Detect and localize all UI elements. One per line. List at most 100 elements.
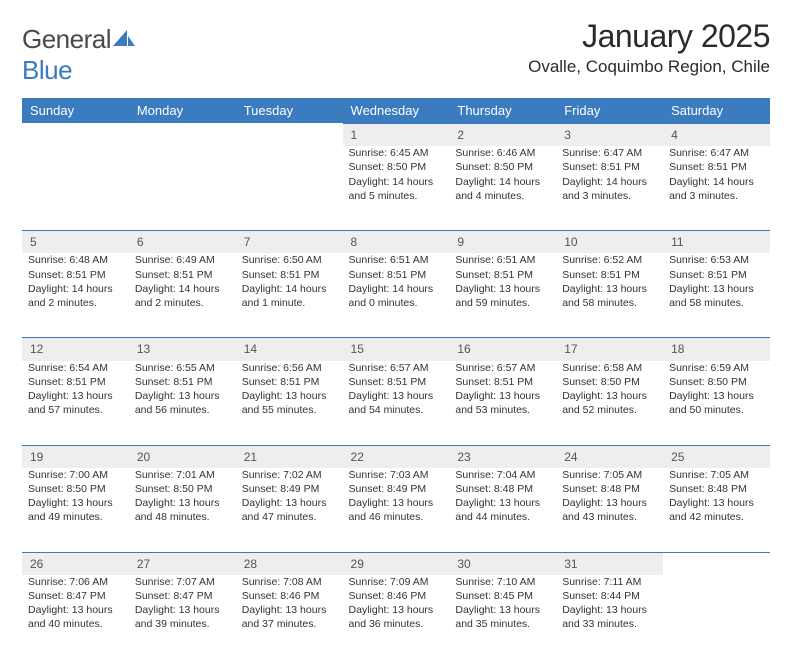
daylight-text: Daylight: 13 hours and 33 minutes. bbox=[562, 603, 657, 631]
calendar-cell: Sunrise: 7:05 AMSunset: 8:48 PMDaylight:… bbox=[556, 468, 663, 552]
sunset-text: Sunset: 8:51 PM bbox=[562, 160, 657, 174]
sunset-text: Sunset: 8:46 PM bbox=[349, 589, 444, 603]
sunset-text: Sunset: 8:47 PM bbox=[135, 589, 230, 603]
day-number: 26 bbox=[22, 552, 129, 575]
day-number: 2 bbox=[449, 123, 556, 146]
sunset-text: Sunset: 8:50 PM bbox=[562, 375, 657, 389]
sunrise-text: Sunrise: 7:05 AM bbox=[669, 468, 764, 482]
daylight-text: Daylight: 13 hours and 53 minutes. bbox=[455, 389, 550, 417]
calendar-cell-blank bbox=[22, 123, 129, 146]
calendar-cell: Sunrise: 6:57 AMSunset: 8:51 PMDaylight:… bbox=[449, 361, 556, 445]
daylight-text: Daylight: 14 hours and 4 minutes. bbox=[455, 175, 550, 203]
day-number: 30 bbox=[449, 552, 556, 575]
calendar-cell: Sunrise: 6:51 AMSunset: 8:51 PMDaylight:… bbox=[343, 253, 450, 337]
calendar-cell-header: 15 bbox=[343, 337, 450, 360]
sunrise-text: Sunrise: 7:05 AM bbox=[562, 468, 657, 482]
calendar-cell-header: 25 bbox=[663, 445, 770, 468]
calendar-cell: Sunrise: 7:01 AMSunset: 8:50 PMDaylight:… bbox=[129, 468, 236, 552]
sunset-text: Sunset: 8:51 PM bbox=[28, 268, 123, 282]
page-title: January 2025 bbox=[528, 18, 770, 55]
location-subtitle: Ovalle, Coquimbo Region, Chile bbox=[528, 57, 770, 77]
calendar-cell-header: 20 bbox=[129, 445, 236, 468]
calendar-cell-header: 3 bbox=[556, 123, 663, 146]
daylight-text: Daylight: 13 hours and 42 minutes. bbox=[669, 496, 764, 524]
day-number: 3 bbox=[556, 123, 663, 146]
title-block: January 2025 Ovalle, Coquimbo Region, Ch… bbox=[528, 18, 770, 77]
calendar-cell-header: 27 bbox=[129, 552, 236, 575]
calendar-cell-header: 31 bbox=[556, 552, 663, 575]
sunrise-text: Sunrise: 6:53 AM bbox=[669, 253, 764, 267]
day-number: 13 bbox=[129, 337, 236, 360]
logo-word-2: Blue bbox=[22, 55, 72, 85]
day-number: 28 bbox=[236, 552, 343, 575]
sunrise-text: Sunrise: 6:47 AM bbox=[562, 146, 657, 160]
sunset-text: Sunset: 8:48 PM bbox=[562, 482, 657, 496]
calendar-cell-header: 5 bbox=[22, 230, 129, 253]
sunset-text: Sunset: 8:46 PM bbox=[242, 589, 337, 603]
calendar-cell-header: 8 bbox=[343, 230, 450, 253]
calendar-cell: Sunrise: 7:00 AMSunset: 8:50 PMDaylight:… bbox=[22, 468, 129, 552]
calendar-cell-header: 28 bbox=[236, 552, 343, 575]
sunset-text: Sunset: 8:51 PM bbox=[669, 268, 764, 282]
daylight-text: Daylight: 13 hours and 48 minutes. bbox=[135, 496, 230, 524]
sunrise-text: Sunrise: 7:11 AM bbox=[562, 575, 657, 589]
calendar-cell: Sunrise: 7:11 AMSunset: 8:44 PMDaylight:… bbox=[556, 575, 663, 659]
day-number: 15 bbox=[343, 337, 450, 360]
daylight-text: Daylight: 13 hours and 58 minutes. bbox=[669, 282, 764, 310]
sunrise-text: Sunrise: 7:09 AM bbox=[349, 575, 444, 589]
sunrise-text: Sunrise: 7:01 AM bbox=[135, 468, 230, 482]
sunrise-text: Sunrise: 7:07 AM bbox=[135, 575, 230, 589]
calendar-table: SundayMondayTuesdayWednesdayThursdayFrid… bbox=[22, 98, 770, 659]
daylight-text: Daylight: 14 hours and 2 minutes. bbox=[135, 282, 230, 310]
sunset-text: Sunset: 8:50 PM bbox=[28, 482, 123, 496]
calendar-cell: Sunrise: 7:02 AMSunset: 8:49 PMDaylight:… bbox=[236, 468, 343, 552]
calendar-content-row: Sunrise: 6:48 AMSunset: 8:51 PMDaylight:… bbox=[22, 253, 770, 337]
calendar-cell-header: 24 bbox=[556, 445, 663, 468]
daylight-text: Daylight: 13 hours and 57 minutes. bbox=[28, 389, 123, 417]
daylight-text: Daylight: 13 hours and 56 minutes. bbox=[135, 389, 230, 417]
daylight-text: Daylight: 14 hours and 0 minutes. bbox=[349, 282, 444, 310]
daylight-text: Daylight: 13 hours and 47 minutes. bbox=[242, 496, 337, 524]
calendar-cell-header: 10 bbox=[556, 230, 663, 253]
day-number: 5 bbox=[22, 230, 129, 253]
sunrise-text: Sunrise: 6:52 AM bbox=[562, 253, 657, 267]
day-number-row: 19202122232425 bbox=[22, 445, 770, 468]
calendar-cell-header: 16 bbox=[449, 337, 556, 360]
sunset-text: Sunset: 8:51 PM bbox=[349, 375, 444, 389]
sunrise-text: Sunrise: 6:45 AM bbox=[349, 146, 444, 160]
calendar-cell: Sunrise: 6:49 AMSunset: 8:51 PMDaylight:… bbox=[129, 253, 236, 337]
sunset-text: Sunset: 8:51 PM bbox=[135, 375, 230, 389]
daylight-text: Daylight: 13 hours and 37 minutes. bbox=[242, 603, 337, 631]
sunset-text: Sunset: 8:51 PM bbox=[349, 268, 444, 282]
weekday-header: Saturday bbox=[663, 98, 770, 123]
calendar-cell: Sunrise: 6:47 AMSunset: 8:51 PMDaylight:… bbox=[556, 146, 663, 230]
calendar-cell: Sunrise: 6:54 AMSunset: 8:51 PMDaylight:… bbox=[22, 361, 129, 445]
day-number-row: 1234 bbox=[22, 123, 770, 146]
calendar-cell-header: 14 bbox=[236, 337, 343, 360]
calendar-cell: Sunrise: 6:58 AMSunset: 8:50 PMDaylight:… bbox=[556, 361, 663, 445]
calendar-cell-header: 26 bbox=[22, 552, 129, 575]
day-number: 25 bbox=[663, 445, 770, 468]
calendar-cell: Sunrise: 7:03 AMSunset: 8:49 PMDaylight:… bbox=[343, 468, 450, 552]
sunrise-text: Sunrise: 6:59 AM bbox=[669, 361, 764, 375]
sunrise-text: Sunrise: 7:08 AM bbox=[242, 575, 337, 589]
calendar-cell-blank bbox=[236, 123, 343, 146]
sunset-text: Sunset: 8:51 PM bbox=[455, 375, 550, 389]
calendar-cell-header: 1 bbox=[343, 123, 450, 146]
logo-word-1: General bbox=[22, 24, 111, 54]
day-number: 22 bbox=[343, 445, 450, 468]
weekday-header: Monday bbox=[129, 98, 236, 123]
day-number: 8 bbox=[343, 230, 450, 253]
day-number: 23 bbox=[449, 445, 556, 468]
sunset-text: Sunset: 8:51 PM bbox=[455, 268, 550, 282]
daylight-text: Daylight: 13 hours and 46 minutes. bbox=[349, 496, 444, 524]
sunset-text: Sunset: 8:50 PM bbox=[669, 375, 764, 389]
logo-text: General Blue bbox=[22, 24, 135, 86]
calendar-cell-header: 22 bbox=[343, 445, 450, 468]
day-number: 10 bbox=[556, 230, 663, 253]
day-number: 14 bbox=[236, 337, 343, 360]
daylight-text: Daylight: 14 hours and 1 minute. bbox=[242, 282, 337, 310]
calendar-cell: Sunrise: 6:57 AMSunset: 8:51 PMDaylight:… bbox=[343, 361, 450, 445]
calendar-content-row: Sunrise: 6:54 AMSunset: 8:51 PMDaylight:… bbox=[22, 361, 770, 445]
calendar-cell-header: 7 bbox=[236, 230, 343, 253]
